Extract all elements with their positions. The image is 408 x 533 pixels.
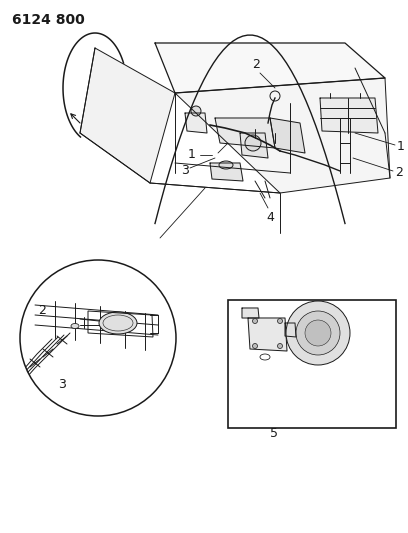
- Text: 6124 800: 6124 800: [12, 13, 85, 27]
- Polygon shape: [285, 323, 296, 337]
- Polygon shape: [80, 48, 175, 183]
- Text: 1: 1: [188, 149, 196, 161]
- Polygon shape: [240, 133, 268, 158]
- Circle shape: [305, 320, 331, 346]
- Text: 3: 3: [181, 165, 189, 177]
- Polygon shape: [210, 163, 243, 181]
- Circle shape: [245, 135, 261, 151]
- Circle shape: [20, 260, 176, 416]
- Polygon shape: [242, 308, 259, 318]
- Polygon shape: [320, 98, 378, 133]
- Circle shape: [253, 319, 257, 324]
- Text: 1: 1: [397, 140, 405, 152]
- Circle shape: [277, 319, 282, 324]
- Circle shape: [253, 343, 257, 349]
- Polygon shape: [175, 78, 390, 193]
- Polygon shape: [185, 113, 207, 133]
- Polygon shape: [155, 43, 385, 93]
- Polygon shape: [215, 118, 275, 148]
- Text: 3: 3: [58, 378, 66, 392]
- Text: 2: 2: [395, 166, 403, 180]
- Polygon shape: [270, 118, 305, 153]
- Circle shape: [191, 106, 201, 116]
- Text: 2: 2: [252, 58, 260, 71]
- Text: 2: 2: [38, 304, 46, 318]
- Circle shape: [296, 311, 340, 355]
- Ellipse shape: [99, 312, 137, 334]
- Ellipse shape: [219, 161, 233, 169]
- Text: 5: 5: [270, 427, 278, 440]
- Circle shape: [277, 343, 282, 349]
- Ellipse shape: [71, 324, 79, 328]
- Polygon shape: [248, 318, 287, 351]
- Circle shape: [286, 301, 350, 365]
- Bar: [228, 300, 396, 428]
- Text: 4: 4: [266, 211, 274, 224]
